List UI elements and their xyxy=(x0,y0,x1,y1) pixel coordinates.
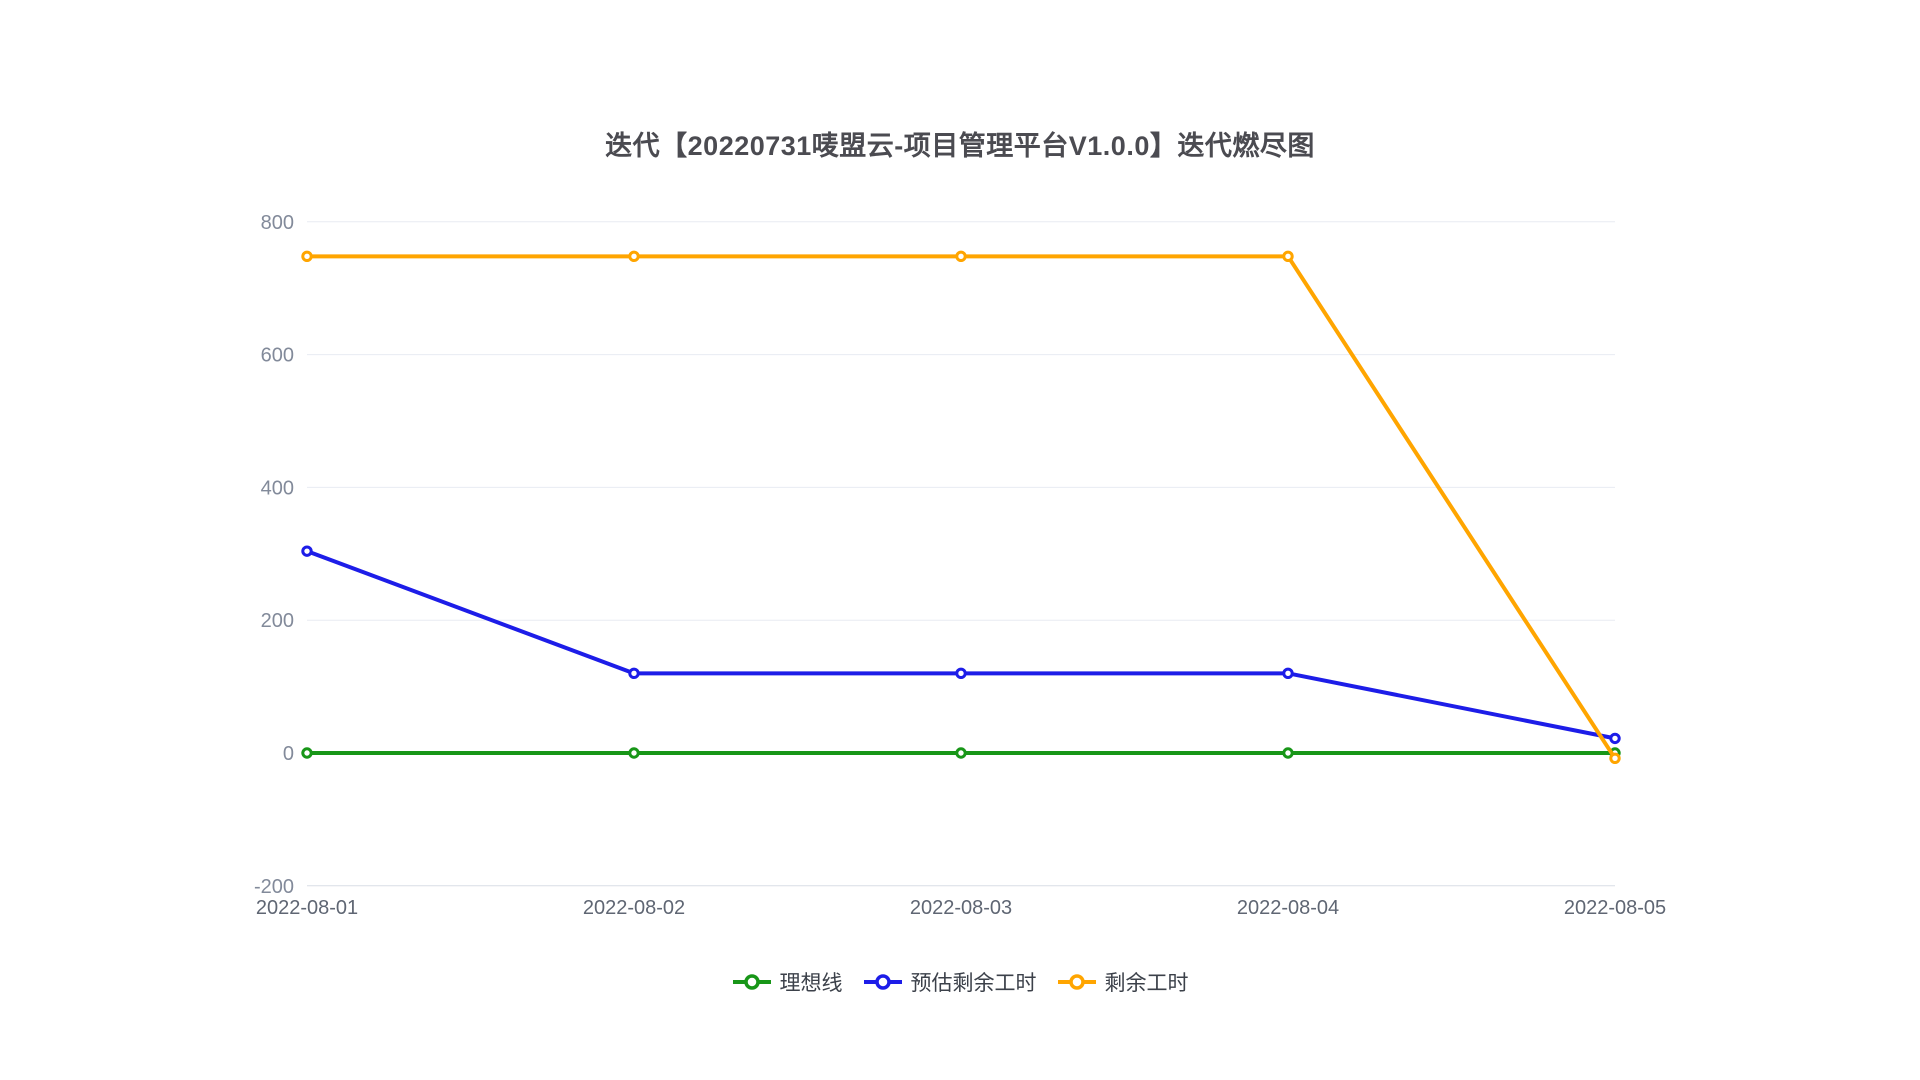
data-point-estimated-remaining-hours-2022-08-01[interactable] xyxy=(301,545,313,557)
legend-marker-estimated-remaining-hours-icon xyxy=(863,974,902,990)
series-line-estimated-remaining-hours xyxy=(305,549,1617,741)
x-axis-tick-label: 2022-08-03 xyxy=(910,897,1012,919)
data-point-ideal-line-2022-08-04[interactable] xyxy=(1282,747,1294,759)
legend-label-estimated-remaining-hours: 预估剩余工时 xyxy=(910,972,1037,995)
y-axis-tick-label: 200 xyxy=(261,610,294,632)
y-axis-tick-label: 400 xyxy=(261,477,294,499)
legend-marker-remaining-hours-icon xyxy=(1057,974,1096,990)
x-axis-tick-label: 2022-08-04 xyxy=(1237,897,1339,919)
data-point-remaining-hours-2022-08-01[interactable] xyxy=(301,250,313,263)
data-point-ideal-line-2022-08-02[interactable] xyxy=(628,747,640,759)
data-point-ideal-line-2022-08-01[interactable] xyxy=(301,747,313,759)
x-axis-tick-label: 2022-08-02 xyxy=(583,897,685,919)
x-axis-tick-label: 2022-08-05 xyxy=(1564,897,1666,919)
y-axis-tick-label: 0 xyxy=(283,743,294,765)
data-point-remaining-hours-2022-08-02[interactable] xyxy=(628,250,640,263)
series-line-remaining-hours xyxy=(305,254,1617,761)
legend-item-estimated-remaining-hours[interactable]: 预估剩余工时 xyxy=(863,967,1037,997)
data-point-estimated-remaining-hours-2022-08-02[interactable] xyxy=(628,667,640,680)
data-point-remaining-hours-2022-08-05[interactable] xyxy=(1609,752,1621,765)
chart-legend: 理想线 预估剩余工时 剩余工时 xyxy=(0,967,1920,997)
y-axis-tick-label: 600 xyxy=(261,345,294,367)
data-point-estimated-remaining-hours-2022-08-05[interactable] xyxy=(1609,732,1621,745)
legend-item-ideal-line[interactable]: 理想线 xyxy=(732,967,843,997)
data-point-remaining-hours-2022-08-03[interactable] xyxy=(955,250,967,263)
y-axis-tick-label: -200 xyxy=(254,876,294,898)
data-point-estimated-remaining-hours-2022-08-03[interactable] xyxy=(955,667,967,680)
data-point-ideal-line-2022-08-03[interactable] xyxy=(955,747,967,759)
legend-label-remaining-hours: 剩余工时 xyxy=(1104,972,1189,995)
legend-item-remaining-hours[interactable]: 剩余工时 xyxy=(1057,967,1189,997)
x-axis-tick-label: 2022-08-01 xyxy=(256,897,358,919)
data-point-estimated-remaining-hours-2022-08-04[interactable] xyxy=(1282,667,1294,680)
data-point-remaining-hours-2022-08-04[interactable] xyxy=(1282,250,1294,263)
legend-label-ideal-line: 理想线 xyxy=(779,972,843,995)
legend-marker-ideal-line-icon xyxy=(732,974,771,990)
y-axis-tick-label: 800 xyxy=(261,212,294,234)
chart-title: 迭代【20220731唛盟云-项目管理平台V1.0.0】迭代燃尽图 xyxy=(605,131,1315,161)
